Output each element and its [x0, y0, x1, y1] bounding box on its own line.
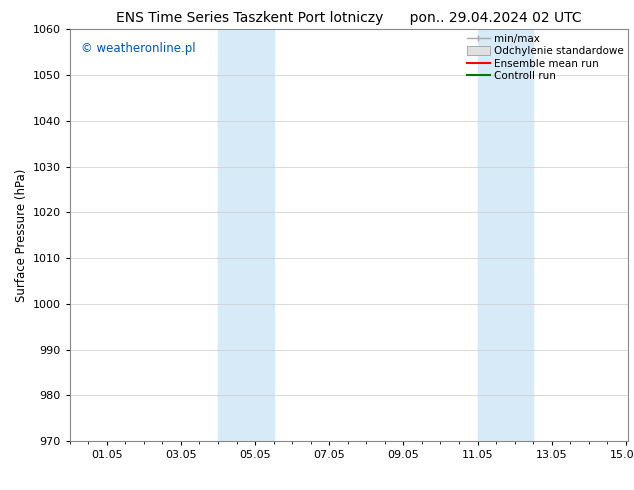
Text: © weatheronline.pl: © weatheronline.pl — [81, 42, 195, 55]
Bar — [218, 29, 274, 441]
Y-axis label: Surface Pressure (hPa): Surface Pressure (hPa) — [15, 169, 29, 302]
Bar — [477, 29, 533, 441]
Title: ENS Time Series Taszkent Port lotniczy      pon.. 29.04.2024 02 UTC: ENS Time Series Taszkent Port lotniczy p… — [116, 11, 581, 25]
Legend: min/max, Odchylenie standardowe, Ensemble mean run, Controll run: min/max, Odchylenie standardowe, Ensembl… — [465, 31, 626, 83]
